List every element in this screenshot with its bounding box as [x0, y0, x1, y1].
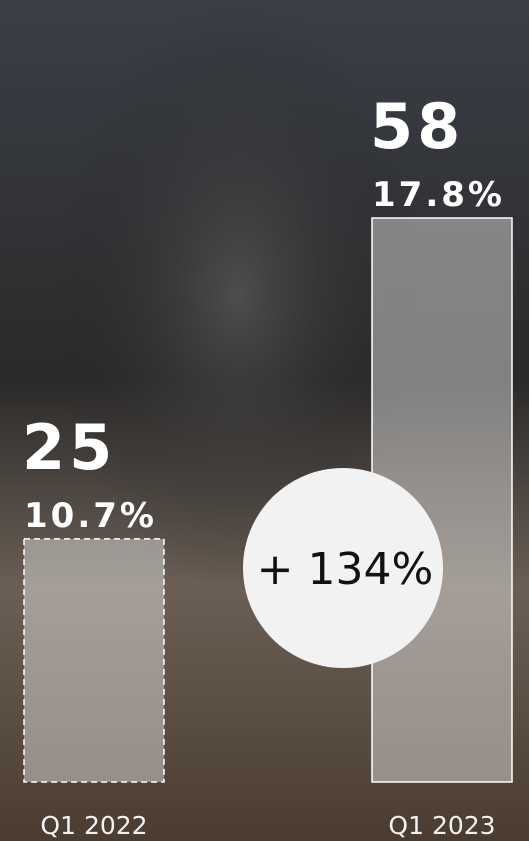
- x-tick-label: Q1 2023: [388, 811, 495, 840]
- value-label: 58: [370, 90, 464, 163]
- percentage-label: 17.8%: [372, 175, 505, 215]
- percentage-label: 10.7%: [24, 496, 157, 536]
- value-label: 25: [22, 411, 116, 484]
- x-tick-label: Q1 2022: [40, 811, 147, 840]
- bar: [23, 538, 165, 783]
- annotation: + 134%: [257, 544, 434, 595]
- annotation-circle: [243, 468, 443, 668]
